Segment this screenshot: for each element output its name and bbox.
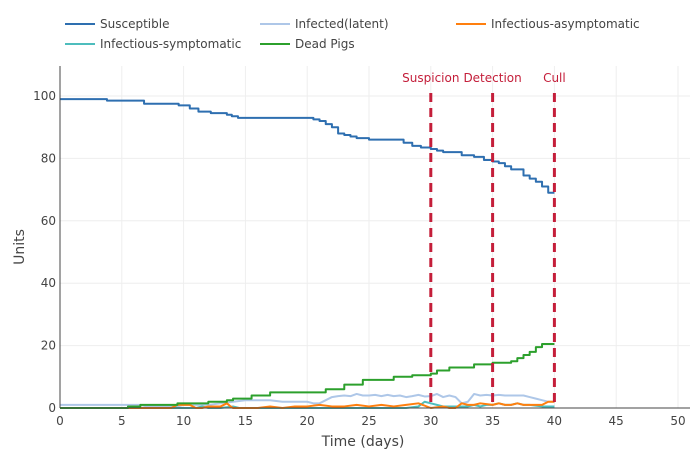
x-tick-label: 10: [176, 414, 191, 428]
y-tick-label: 80: [41, 151, 56, 165]
x-tick-label: 40: [547, 414, 562, 428]
legend-item[interactable]: Infected(latent): [260, 17, 389, 31]
y-tick-label: 100: [33, 89, 56, 103]
legend-label: Infected(latent): [295, 17, 389, 31]
event-label-suspicion: Suspicion: [402, 71, 459, 85]
legend-item[interactable]: Infectious-symptomatic: [65, 37, 241, 51]
y-tick-label: 20: [41, 339, 56, 353]
y-tick-label: 0: [48, 401, 56, 415]
series-line-susceptible: [60, 98, 555, 194]
x-tick-label: 50: [670, 414, 685, 428]
y-tick-label: 40: [41, 276, 56, 290]
legend-item[interactable]: Infectious-asymptomatic: [456, 17, 640, 31]
legend-item[interactable]: Susceptible: [65, 17, 169, 31]
grid-lines: [60, 66, 690, 408]
event-label-cull: Cull: [543, 71, 566, 85]
x-tick-label: 35: [485, 414, 500, 428]
legend-label: Infectious-symptomatic: [100, 37, 241, 51]
x-tick-label: 30: [423, 414, 438, 428]
legend-item[interactable]: Dead Pigs: [260, 37, 355, 51]
series-line-dead-pigs: [60, 343, 555, 409]
x-tick-label: 20: [300, 414, 315, 428]
event-label-detection: Detection: [463, 71, 521, 85]
y-axis-title: Units: [12, 229, 28, 265]
axes: 0 5 10 15 20 25 30 35 40 45 50 0 20 40 60 80 100: [33, 66, 690, 428]
series-line-infectious-asymptomatic: [60, 400, 555, 409]
x-tick-label: 5: [118, 414, 126, 428]
legend-label: Susceptible: [100, 17, 169, 31]
x-axis-title: Time (days): [321, 434, 405, 450]
y-tick-label: 60: [41, 214, 56, 228]
x-tick-label: 25: [361, 414, 376, 428]
legend-label: Infectious-asymptomatic: [491, 17, 640, 31]
series-line-infected-latent: [60, 392, 555, 408]
event-lines: Suspicion Detection Cull: [402, 71, 566, 408]
legend: Susceptible Infected(latent) Infectious-as…: [65, 17, 640, 51]
x-tick-label: 15: [238, 414, 253, 428]
x-tick-label: 0: [56, 414, 64, 428]
legend-label: Dead Pigs: [295, 37, 355, 51]
x-tick-label: 45: [609, 414, 624, 428]
